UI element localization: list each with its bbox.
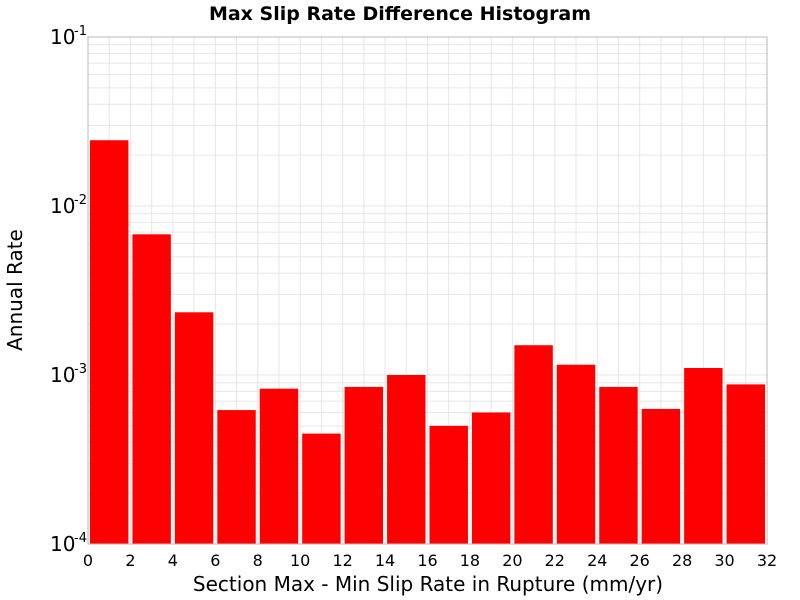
x-tick-label: 8 [253,551,263,570]
y-axis-label: Annual Rate [3,229,27,351]
x-tick-label: 10 [290,551,310,570]
x-tick-label: 24 [587,551,607,570]
x-tick-labels: 0 2 4 6 8 10 12 14 16 18 20 22 24 26 28 30 32 [83,551,777,570]
x-tick-label: 20 [502,551,522,570]
histogram-bar [259,388,299,544]
bars-layer [90,140,765,544]
x-tick-label: 2 [125,551,135,570]
histogram-bar [556,364,596,544]
histogram-bar [684,368,723,544]
x-tick-label: 6 [210,551,220,570]
x-tick-label: 30 [714,551,734,570]
histogram-bar [726,384,765,544]
histogram-bar [132,234,171,544]
histogram-bar [217,410,256,544]
chart-title: Max Slip Rate Difference Histogram [209,3,591,25]
x-tick-label: 12 [332,551,352,570]
y-tick-label-base: 10 [50,25,75,49]
y-tick-label-exponent: -2 [74,193,87,208]
histogram-bar [344,386,384,544]
plot-frame [87,36,768,545]
y-tick-labels: 10-410-310-210-1 [50,24,87,556]
histogram-bar [641,408,681,544]
x-axis-label: Section Max - Min Slip Rate in Rupture (… [193,572,663,596]
x-tick-label: 0 [83,551,93,570]
x-tick-label: 16 [417,551,437,570]
histogram-bar [471,412,511,544]
histogram-bar [387,375,426,544]
y-tick-label-base: 10 [50,363,75,387]
histogram-bar [90,140,129,544]
y-tick-label-exponent: -4 [74,531,87,546]
x-tick-label: 26 [630,551,650,570]
x-tick-label: 22 [545,551,565,570]
histogram-bar [302,433,341,544]
histogram-bar [599,386,638,544]
x-tick-label: 18 [460,551,480,570]
x-tick-label: 32 [757,551,777,570]
x-tick-label: 28 [672,551,692,570]
y-tick-label-exponent: -3 [74,362,87,377]
y-tick-label-base: 10 [50,532,75,556]
x-tick-label: 4 [168,551,178,570]
histogram-bar [429,425,468,544]
x-tick-label: 14 [375,551,395,570]
y-tick-label-base: 10 [50,194,75,218]
y-tick-label-exponent: -1 [74,24,87,39]
histogram-bar [174,312,214,544]
histogram-bar [514,345,553,544]
